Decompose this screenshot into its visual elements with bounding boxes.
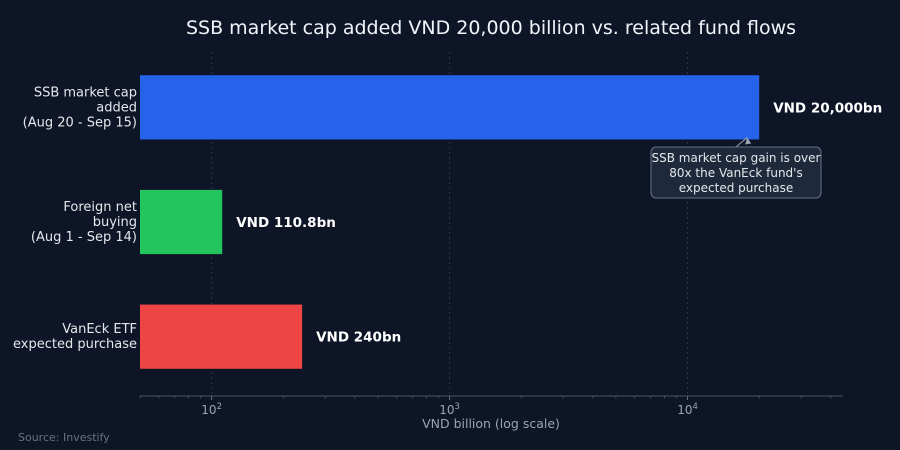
bar-2 (140, 304, 303, 369)
bar-1 (140, 189, 223, 255)
x-axis-label: VND billion (log scale) (422, 416, 560, 431)
annotation-text: SSB market cap gain is over 80x the VanEc… (652, 151, 821, 195)
annotation-box (650, 146, 822, 199)
bar-value-label-1: VND 110.8bn (236, 215, 336, 231)
bar-value-label-0: VND 20,000bn (773, 100, 882, 116)
bar-value-label-2: VND 240bn (316, 330, 401, 346)
annotation-arrow (735, 137, 748, 148)
annotation-arrowhead (745, 137, 752, 145)
x-tick-label-0: 102 (201, 402, 222, 417)
bars-group: VND 20,000bn SSB market cap added (Aug 20 -… (13, 75, 882, 369)
category-label-1: Foreign net buying (Aug 1 - Sep 14) (31, 200, 137, 245)
chart-title: SSB market cap added VND 20,000 billion … (186, 17, 796, 39)
source-note: Source: Investify (18, 431, 110, 444)
annotation-group: SSB market cap gain is over 80x the VanEc… (650, 137, 822, 199)
x-tick-label-2: 104 (677, 402, 698, 417)
category-label-2: VanEck ETF expected purchase (13, 322, 137, 352)
bar-0 (140, 75, 760, 140)
x-axis: 102 103 104 (139, 395, 843, 417)
category-label-0: SSB market cap added (Aug 20 - Sep 15) (23, 85, 137, 130)
x-tick-label-1: 103 (439, 402, 460, 417)
